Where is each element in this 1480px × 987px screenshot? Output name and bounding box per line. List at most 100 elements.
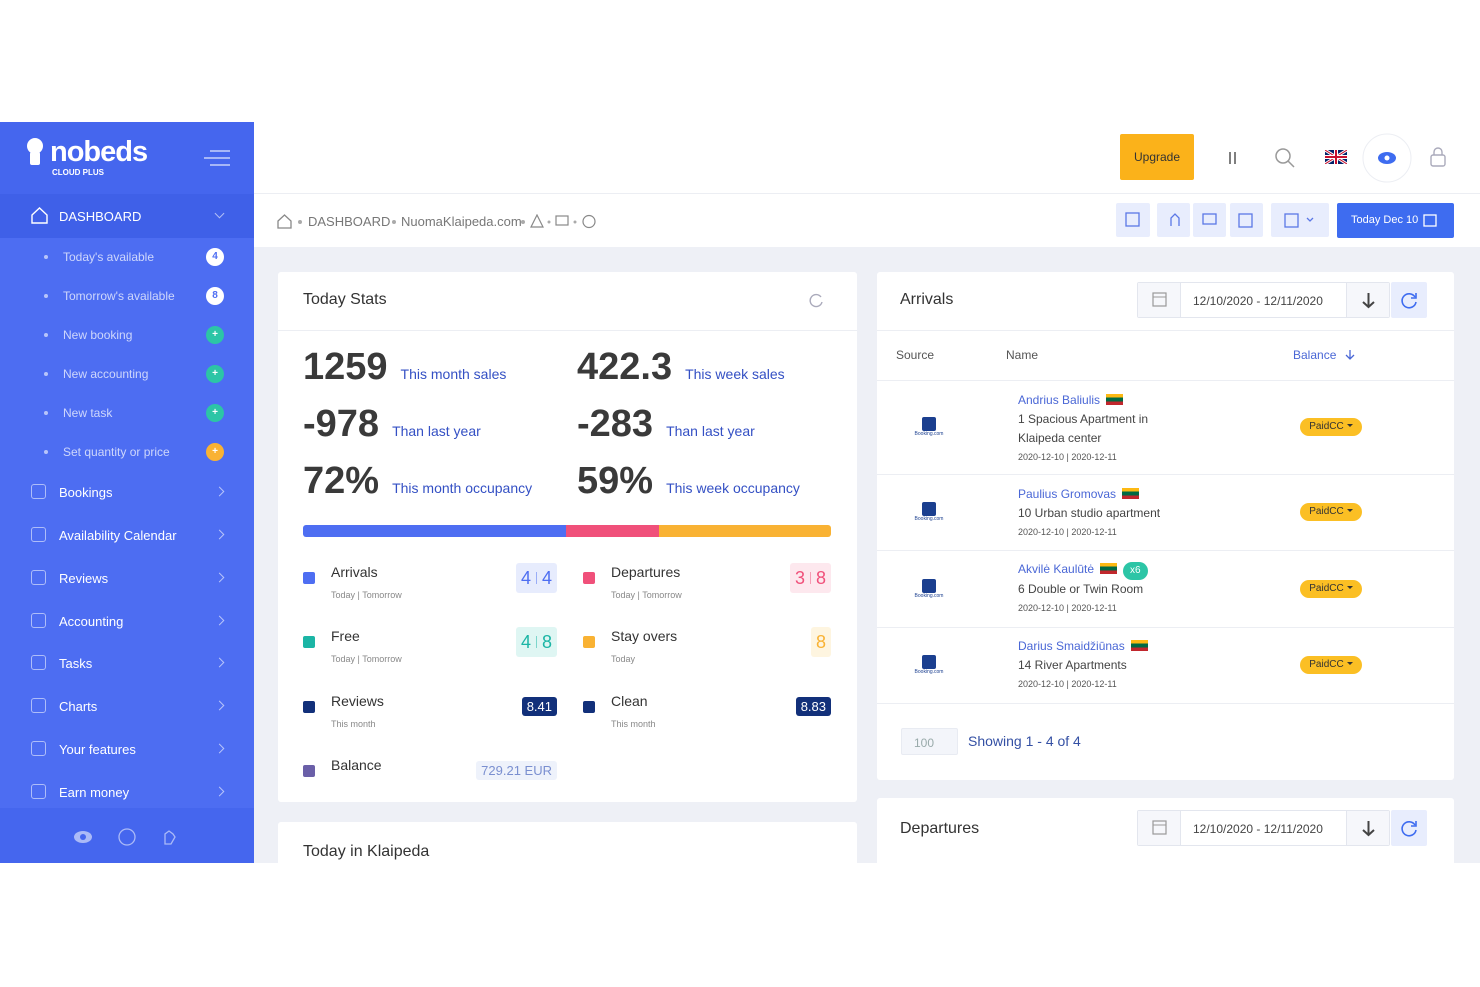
toolbar-button[interactable]: [1116, 203, 1150, 237]
item-name: Departures: [611, 564, 681, 580]
nav-item[interactable]: Charts: [0, 691, 254, 721]
breadcrumb-home[interactable]: [277, 214, 292, 229]
nav-icon: [31, 612, 46, 628]
status-text: PaidCC: [1309, 582, 1344, 594]
status-pill[interactable]: PaidCC: [1300, 656, 1362, 674]
nav-item[interactable]: Tasks: [0, 648, 254, 678]
nav-item[interactable]: Earn money: [0, 777, 254, 807]
submenu-item[interactable]: New task +: [0, 398, 254, 428]
refresh-button[interactable]: [1391, 282, 1427, 318]
submenu-item[interactable]: New accounting +: [0, 359, 254, 389]
guest-name[interactable]: Akvilė Kaulūtė: [1018, 562, 1095, 576]
chevron: [214, 657, 225, 668]
breadcrumb-item[interactable]: DASHBOARD: [308, 214, 391, 229]
chevron: [214, 529, 225, 540]
pause-icon[interactable]: [1228, 150, 1238, 166]
separator: [535, 636, 537, 649]
column-header: Name: [1006, 348, 1039, 362]
nav-item[interactable]: Your features: [0, 734, 254, 764]
refresh-icon[interactable]: [808, 292, 824, 308]
logo-mark: [922, 655, 936, 669]
lock-icon[interactable]: [1430, 147, 1446, 167]
bullet: [44, 294, 48, 298]
toolbar-button[interactable]: [1193, 203, 1226, 237]
today-button[interactable]: Today Dec 10: [1337, 203, 1454, 238]
separator: [809, 572, 811, 584]
breadcrumb-item[interactable]: NuomaKlaipeda.com: [401, 214, 522, 229]
upgrade-button[interactable]: Upgrade: [1120, 134, 1194, 180]
calendar-button[interactable]: [1138, 811, 1181, 845]
submenu-badge: 8: [206, 287, 224, 305]
bullet: [44, 333, 48, 337]
date-range[interactable]: 12/10/2020 - 12/11/2020: [1137, 282, 1390, 318]
item-sub: This month: [331, 718, 376, 729]
progress-segment: [659, 525, 831, 537]
nav-icon: [31, 784, 46, 800]
stat-value: -978: [303, 403, 380, 445]
dashboard-menu[interactable]: DASHBOARD: [0, 194, 254, 238]
nav-item[interactable]: Accounting: [0, 606, 254, 636]
stat-value: 422.3: [577, 346, 673, 388]
separator: [298, 220, 302, 224]
guest-line: Darius Smaidžiūnas: [1018, 637, 1178, 656]
item-badge: 8.41: [521, 697, 557, 717]
chevron: [214, 486, 225, 497]
breadcrumb-icons[interactable]: [530, 214, 596, 229]
menu-toggle[interactable]: [204, 149, 230, 167]
toolbar-dropdown[interactable]: [1271, 203, 1329, 237]
progress-segment: [303, 525, 566, 537]
submenu-item[interactable]: Today's available 4: [0, 242, 254, 272]
item-dot: [583, 636, 595, 649]
page-size-select[interactable]: 100: [901, 728, 958, 755]
calendar-icon: [1423, 214, 1437, 227]
date-range[interactable]: 12/10/2020 - 12/11/2020: [1137, 810, 1390, 846]
submenu-item[interactable]: Tomorrow's available 8: [0, 281, 254, 311]
status-pill[interactable]: PaidCC: [1300, 579, 1362, 598]
card-title: Today Stats: [303, 291, 387, 308]
chevron: [214, 700, 225, 711]
footer-icons[interactable]: [74, 828, 194, 846]
nav-label: Your features: [59, 742, 136, 758]
refresh-button[interactable]: [1391, 810, 1427, 846]
separator: [535, 572, 537, 584]
nav-item[interactable]: Reviews: [0, 563, 254, 593]
divider: [278, 330, 857, 331]
guest-name[interactable]: Darius Smaidžiūnas: [1018, 639, 1125, 653]
calendar-button[interactable]: [1138, 283, 1181, 317]
download-button[interactable]: [1346, 811, 1389, 845]
item-sub: Today | Tomorrow: [331, 654, 402, 665]
divider: [877, 703, 1454, 704]
preview-button[interactable]: [1362, 133, 1412, 183]
sort-arrow[interactable]: [1345, 349, 1355, 361]
nav-icon: [31, 655, 46, 671]
dates: 2020-12-10 | 2020-12-11: [1018, 452, 1117, 462]
status-pill[interactable]: PaidCC: [1300, 418, 1362, 436]
toolbar-button[interactable]: [1157, 203, 1190, 237]
item-dot: [303, 764, 315, 777]
submenu-item[interactable]: Set quantity or price +: [0, 437, 254, 467]
column-header[interactable]: Balance: [1293, 348, 1337, 362]
submenu-label: Set quantity or price: [63, 445, 170, 459]
today-in-card: Today in Klaipeda: [278, 822, 857, 863]
pagination-info: Showing 1 - 4 of 4: [968, 733, 1081, 749]
caret: [1346, 585, 1353, 592]
guest-name[interactable]: Paulius Gromovas: [1018, 487, 1117, 501]
nav-item[interactable]: Bookings: [0, 477, 254, 507]
nav-label: Bookings: [59, 485, 113, 500]
arrival-row: Booking.com Darius Smaidžiūnas 14 River Ap…: [877, 627, 1454, 703]
stat-label: This week occupancy: [666, 480, 800, 496]
submenu-item[interactable]: New booking +: [0, 320, 254, 350]
toolbar-button[interactable]: [1230, 203, 1263, 237]
source-name: Booking.com: [914, 516, 944, 522]
search-icon[interactable]: [1274, 147, 1296, 169]
language-flag[interactable]: [1325, 150, 1347, 164]
submenu-badge: 4: [206, 248, 224, 266]
download-button[interactable]: [1346, 283, 1389, 317]
nav-item[interactable]: Availability Calendar: [0, 520, 254, 550]
stat: 72% This month occupancy: [303, 460, 532, 503]
guest-name[interactable]: Andrius Baliulis: [1018, 393, 1101, 407]
status-pill[interactable]: PaidCC: [1300, 503, 1362, 521]
